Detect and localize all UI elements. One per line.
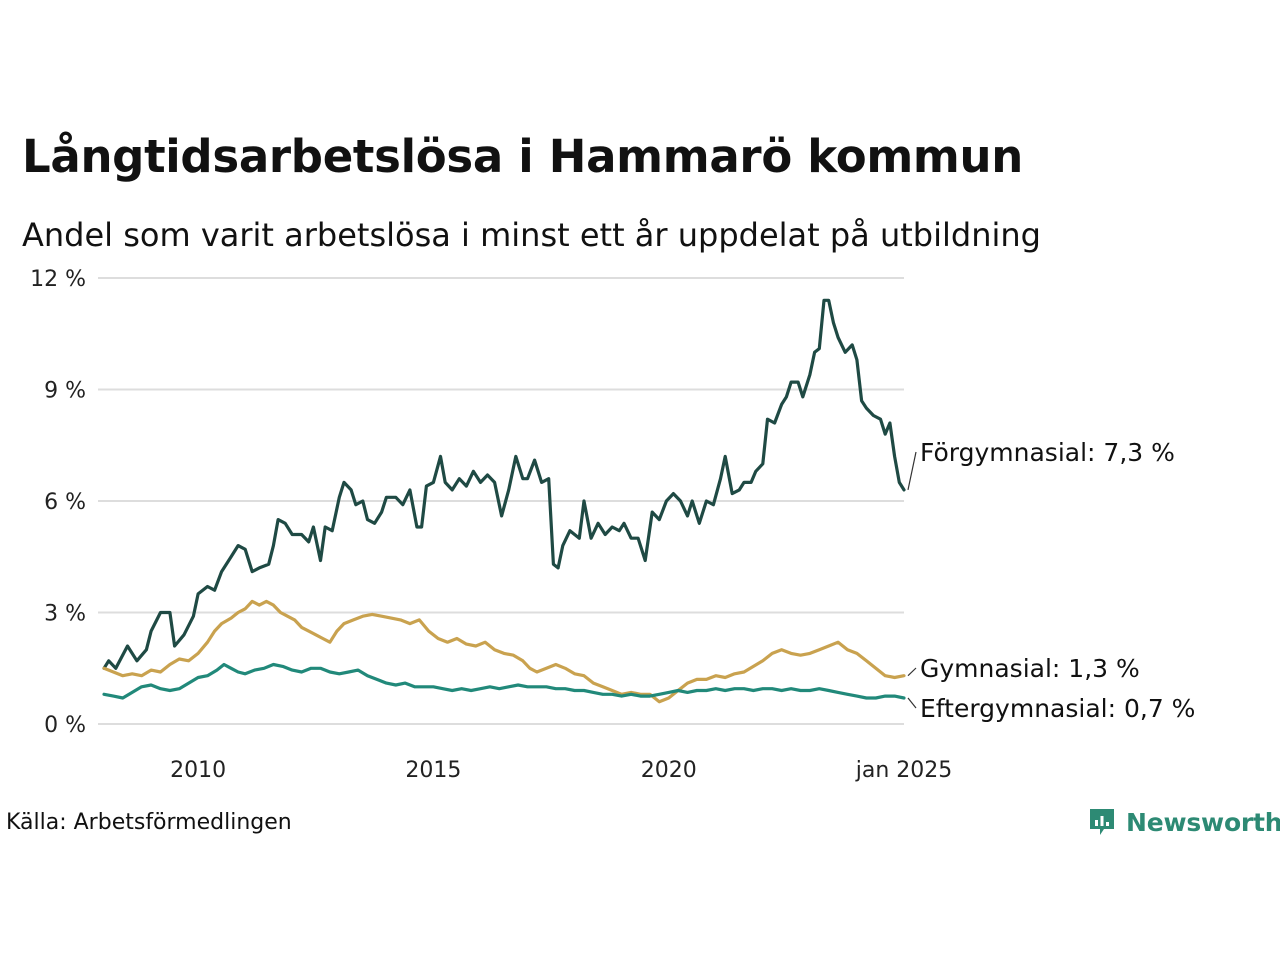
y-tick-label: 6 % (44, 490, 86, 515)
series-line-eftergymnasial (102, 662, 906, 700)
series-line-förgymnasial (102, 298, 906, 670)
leader-line-gymnasial (907, 667, 917, 677)
x-tick-label: 2010 (170, 758, 226, 783)
y-tick-label: 12 % (30, 267, 86, 292)
y-axis-labels: 0 % 3 % 6 % 9 % 12 % (30, 267, 86, 738)
brand-logo[interactable]: Newsworthy (1088, 804, 1280, 840)
source-note: Källa: Arbetsförmedlingen (6, 810, 292, 835)
leader-line-förgymnasial (907, 451, 917, 490)
series-line-gymnasial (102, 599, 906, 704)
series-lines (102, 298, 906, 704)
end-label-gymnasial: Gymnasial: 1,3 % (920, 654, 1140, 683)
x-axis-labels: 2010 2015 2020 jan 2025 (170, 758, 952, 783)
grid-lines (98, 277, 904, 725)
series-end-labels: Förgymnasial: 7,3 % Gymnasial: 1,3 % Efter… (907, 438, 1195, 723)
x-tick-label: 2015 (405, 758, 461, 783)
newsworthy-logo-icon (1090, 809, 1114, 835)
chart-subtitle: Andel som varit arbetslösa i minst ett å… (22, 216, 1041, 254)
x-tick-label: jan 2025 (855, 758, 953, 783)
y-tick-label: 3 % (44, 602, 86, 627)
y-tick-label: 9 % (44, 379, 86, 404)
brand-name: Newsworthy (1126, 807, 1280, 837)
chart-title: Långtidsarbetslösa i Hammarö kommun (22, 130, 1023, 183)
leader-line-eftergymnasial (907, 697, 917, 709)
end-label-eftergymnasial: Eftergymnasial: 0,7 % (920, 694, 1195, 723)
y-tick-label: 0 % (44, 713, 86, 738)
end-label-förgymnasial: Förgymnasial: 7,3 % (920, 438, 1175, 467)
x-tick-label: 2020 (641, 758, 697, 783)
